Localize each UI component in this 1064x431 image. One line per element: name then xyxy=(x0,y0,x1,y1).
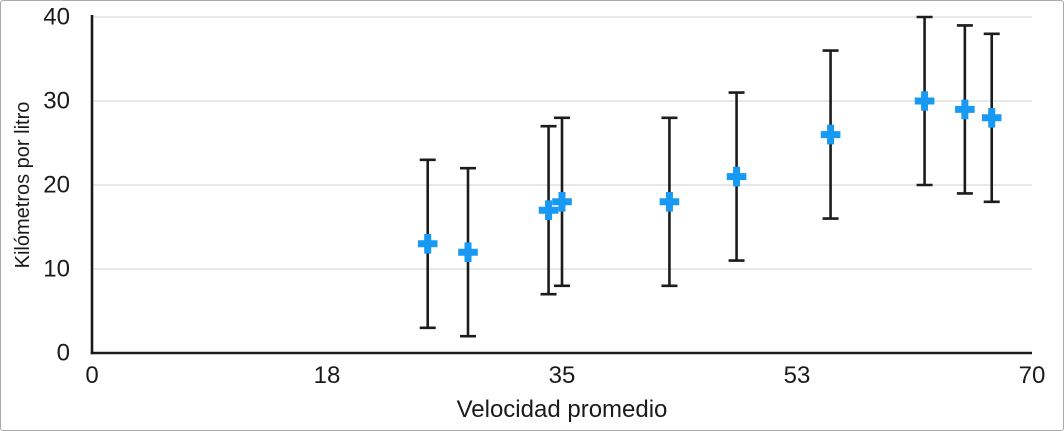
x-tick-label: 0 xyxy=(85,362,98,389)
data-point-marker xyxy=(981,108,1002,128)
data-point-marker xyxy=(659,192,680,212)
y-tick-label: 10 xyxy=(43,256,70,283)
data-point-marker xyxy=(417,234,438,254)
data-point-marker xyxy=(914,91,935,111)
chart-generated-layer: 0 10 20 30 40 0 18 35 53 70 xyxy=(43,4,1045,390)
x-tick-label: 35 xyxy=(549,362,576,389)
data-point-marker xyxy=(820,124,841,145)
data-point-marker xyxy=(955,99,975,120)
data-point-marker xyxy=(552,192,572,212)
y-axis-title: Kilómetros por litro xyxy=(12,102,34,269)
y-tick-label: 20 xyxy=(43,172,70,199)
y-tick-label: 0 xyxy=(57,340,70,367)
x-tick-label: 18 xyxy=(314,362,341,389)
data-point-marker xyxy=(538,200,559,220)
x-tick-label: 70 xyxy=(1019,362,1046,389)
data-point-marker xyxy=(458,242,478,262)
data-point-marker xyxy=(726,166,747,187)
x-tick-label: 53 xyxy=(784,362,811,389)
y-tick-label: 40 xyxy=(43,4,70,31)
x-axis-title: Velocidad promedio xyxy=(457,396,668,423)
y-tick-label: 30 xyxy=(43,88,70,115)
